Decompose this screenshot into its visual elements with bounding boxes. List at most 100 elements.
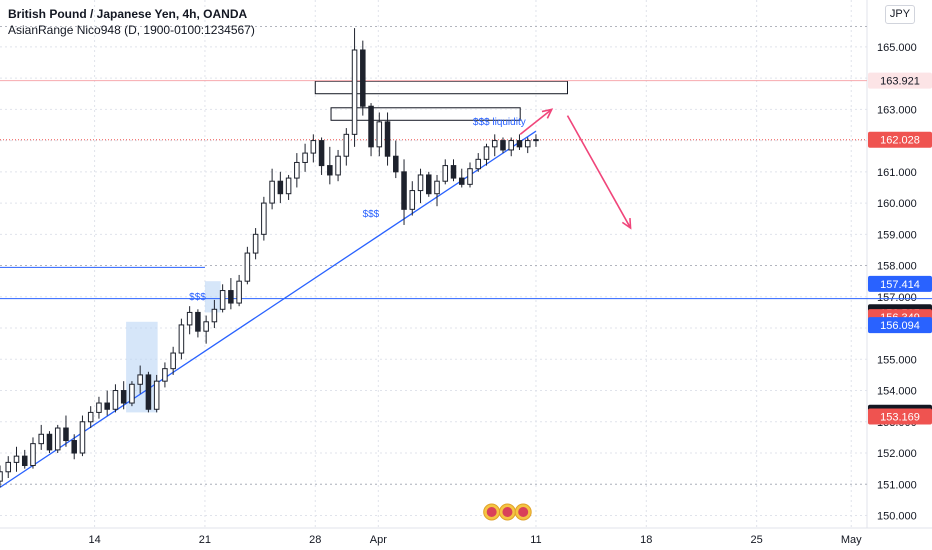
x-tick-label: 14 [88,534,100,546]
price-label-bg [868,408,932,425]
candle-body [524,140,531,148]
candle-body [343,133,350,157]
candle-body [178,324,185,354]
candle-body [71,440,77,454]
trendline [0,130,537,488]
candle-body [360,49,366,107]
currency-button[interactable]: JPY [885,5,915,24]
candle-body [38,433,44,445]
candle-body [63,427,69,442]
candle-body [54,427,61,451]
x-tick-label: May [841,534,862,546]
arrow-head [541,108,554,119]
candle-body [533,139,539,142]
projection-arrow [519,108,553,135]
price-label: 163.921 [880,76,920,88]
y-tick-label: 163.000 [877,104,917,116]
y-tick-label: 165.000 [877,42,917,54]
candle-body [426,174,432,195]
candle-body [277,180,284,195]
candle-body [285,177,292,195]
candle-body [269,180,275,204]
resistance-box [330,107,521,121]
candle-body [0,471,3,482]
y-tick-label: 150.000 [877,511,917,523]
candle-body [153,380,160,410]
candle-body [162,368,168,382]
chart-title: British Pound / Japanese Yen, 4h, OANDA [8,7,248,21]
price-label: 157.414 [880,279,920,291]
y-tick-label: 151.000 [877,479,917,491]
projection-arrow [566,115,632,229]
candle-body [417,174,424,192]
candle-body [186,311,193,326]
price-label-bg [868,317,932,334]
price-label: 153.169 [880,411,920,423]
event-flag-icon-inner [486,507,497,517]
candle-body [450,165,457,179]
candle-body [335,155,341,176]
event-flag-icon-inner [518,507,529,517]
candle-body [145,374,152,410]
candle-body [13,455,20,463]
candle-body [368,105,374,148]
candle-body [508,140,514,151]
candle-body [384,121,391,157]
candle-body [170,352,176,370]
candle-body [112,390,119,410]
candle-body [244,252,251,282]
y-tick-label: 152.000 [877,448,917,460]
candle-body [434,180,440,195]
candle-body [442,165,449,182]
x-tick-label: 25 [751,534,763,546]
annotation-label: $$$ [363,209,380,220]
y-tick-label: 160.000 [877,198,917,210]
event-flag-icon-inner [502,507,513,517]
candle-body [458,177,465,185]
x-tick-label: 28 [309,534,321,546]
candle-body [401,171,407,210]
indicator-label: AsianRange Nico948 (D, 1900-0100:1234567… [8,23,255,37]
candle-body [21,455,28,467]
y-tick-label: 154.000 [877,386,917,398]
x-tick-label: 21 [199,534,211,546]
candle-body [302,152,308,163]
candle-body [104,402,110,410]
x-tick-label: 18 [640,534,652,546]
x-tick-label: 11 [530,534,541,546]
y-tick-label: 157.000 [877,292,917,304]
price-label-bg [868,72,932,89]
candle-body [211,308,218,323]
candle-body [500,140,506,151]
candle-body [261,202,267,235]
price-label-bg [868,131,932,148]
candle-body [129,383,135,404]
annotation-label: $$$ liquidity [473,117,526,128]
candle-body [310,140,317,154]
price-label: 162.028 [880,135,920,147]
candle-body [393,155,399,173]
candle-body [228,290,234,304]
y-tick-label: 158.000 [877,261,917,273]
price-label-bg [868,275,932,292]
candle-body [516,140,523,148]
candle-body [376,121,383,148]
candle-body [46,433,53,451]
y-tick-label: 161.000 [877,167,917,179]
candle-body [491,140,498,148]
resistance-box [314,80,568,95]
price-label: 156.094 [880,320,920,332]
candle-body [294,161,300,179]
candle-body [219,290,226,310]
candle-body [475,158,482,170]
x-tick-label: Apr [370,534,387,546]
candle-body [327,165,333,176]
candle-body [96,402,102,413]
y-tick-label: 155.000 [877,354,917,366]
candle-body [318,140,325,167]
y-tick-label: 159.000 [877,229,917,241]
asian-range-box [204,281,221,313]
candle-body [409,190,416,210]
